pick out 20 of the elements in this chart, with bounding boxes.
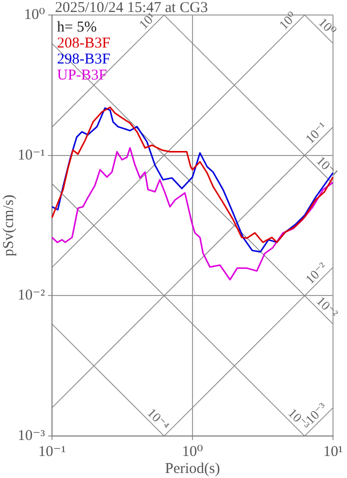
text: 10⁻⁴: [144, 405, 173, 434]
y-tick-label: 10⁻¹: [18, 147, 45, 164]
x-tick-label: 10⁻¹: [38, 444, 66, 460]
y-axis-title: pSv(cm/s): [0, 194, 17, 256]
text: 10⁰: [316, 14, 340, 38]
y-tick-label: 10⁰: [24, 6, 45, 23]
text: 208-B3F: [57, 35, 110, 52]
x-tick-label: 10¹: [323, 444, 343, 460]
y-tick-label: 10⁻³: [18, 428, 46, 444]
x-axis-title: Period(s): [165, 460, 220, 477]
x-tick-label: 10⁰: [182, 444, 204, 460]
text: 298-B3F: [57, 51, 110, 68]
text: 10⁻²: [314, 293, 342, 321]
y-tick-label: 10⁻²: [18, 288, 46, 304]
text: 10⁻¹: [302, 118, 330, 146]
text: 10⁻¹: [314, 152, 342, 180]
annotation: h= 5%: [57, 19, 97, 36]
text: 10⁻²: [302, 259, 330, 287]
text: 10⁰: [276, 8, 300, 32]
text: UP-B3F: [57, 67, 108, 84]
